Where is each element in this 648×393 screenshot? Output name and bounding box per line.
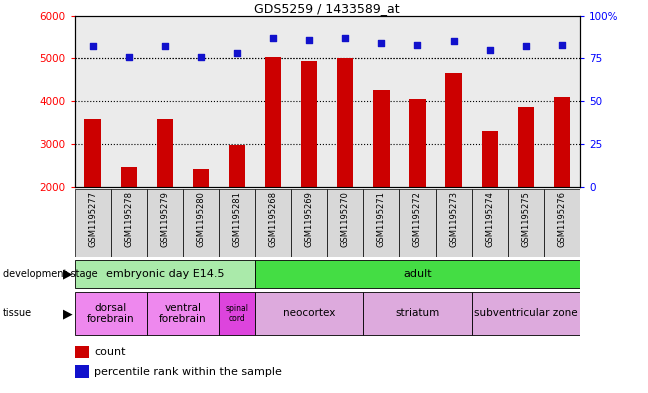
Text: embryonic day E14.5: embryonic day E14.5 [106, 269, 224, 279]
Text: ▶: ▶ [63, 268, 73, 281]
Bar [291, 16, 327, 187]
Point [376, 40, 387, 46]
Text: GSM1195269: GSM1195269 [305, 191, 314, 246]
Bar [327, 16, 364, 187]
Text: ventral
forebrain: ventral forebrain [159, 303, 207, 324]
Text: neocortex: neocortex [283, 309, 336, 318]
Point [304, 37, 314, 43]
Bar [472, 189, 508, 257]
Text: GSM1195278: GSM1195278 [124, 191, 133, 247]
Point [412, 42, 422, 48]
Bar [255, 189, 291, 257]
Text: subventricular zone: subventricular zone [474, 309, 577, 318]
Bar [481, 131, 498, 187]
Bar [146, 292, 219, 335]
Bar [229, 145, 245, 187]
Text: GSM1195268: GSM1195268 [268, 191, 277, 247]
Bar [301, 61, 318, 187]
Point [196, 53, 206, 60]
Bar [291, 189, 327, 257]
Bar [373, 90, 389, 187]
Bar [192, 169, 209, 187]
Point [232, 50, 242, 57]
Bar [111, 189, 146, 257]
Text: percentile rank within the sample: percentile rank within the sample [94, 367, 282, 377]
Bar [146, 16, 183, 187]
Point [124, 53, 134, 60]
Bar [508, 189, 544, 257]
Bar [518, 107, 534, 187]
Bar [219, 189, 255, 257]
Bar [183, 189, 219, 257]
Bar [255, 260, 580, 288]
Text: dorsal
forebrain: dorsal forebrain [87, 303, 134, 324]
Bar [255, 292, 364, 335]
Text: adult: adult [403, 269, 432, 279]
Point [485, 47, 495, 53]
Bar [111, 16, 146, 187]
Point [87, 43, 98, 50]
Bar [146, 189, 183, 257]
Text: GSM1195280: GSM1195280 [196, 191, 205, 246]
Bar [364, 189, 399, 257]
Bar [157, 119, 173, 187]
Bar [445, 73, 462, 187]
Bar [364, 292, 472, 335]
Bar [472, 292, 580, 335]
Bar [75, 260, 255, 288]
Text: ▶: ▶ [63, 307, 73, 320]
Bar [435, 189, 472, 257]
Text: striatum: striatum [395, 309, 439, 318]
Bar [327, 189, 364, 257]
Bar [75, 292, 146, 335]
Text: tissue: tissue [3, 309, 32, 318]
Bar [508, 16, 544, 187]
Point [340, 35, 351, 41]
Text: spinal
cord: spinal cord [226, 304, 248, 323]
Point [557, 42, 567, 48]
Text: count: count [94, 347, 126, 357]
Text: GSM1195272: GSM1195272 [413, 191, 422, 246]
Text: GSM1195274: GSM1195274 [485, 191, 494, 246]
Text: GSM1195273: GSM1195273 [449, 191, 458, 247]
Point [268, 35, 278, 41]
Bar [75, 189, 111, 257]
Bar [265, 57, 281, 187]
Title: GDS5259 / 1433589_at: GDS5259 / 1433589_at [255, 2, 400, 15]
Bar [255, 16, 291, 187]
Text: GSM1195279: GSM1195279 [160, 191, 169, 246]
Bar [121, 167, 137, 187]
Bar [84, 119, 100, 187]
Bar [337, 58, 353, 187]
Text: GSM1195281: GSM1195281 [233, 191, 242, 246]
Point [520, 43, 531, 50]
Bar [435, 16, 472, 187]
Bar [364, 16, 399, 187]
Bar [219, 16, 255, 187]
Text: GSM1195271: GSM1195271 [377, 191, 386, 246]
Bar [219, 292, 255, 335]
Bar [554, 97, 570, 187]
Text: GSM1195276: GSM1195276 [557, 191, 566, 247]
Text: development stage: development stage [3, 269, 98, 279]
Text: GSM1195277: GSM1195277 [88, 191, 97, 247]
Text: GSM1195270: GSM1195270 [341, 191, 350, 246]
Point [159, 43, 170, 50]
Bar [410, 99, 426, 187]
Bar [75, 365, 89, 378]
Bar [75, 16, 111, 187]
Bar [472, 16, 508, 187]
Point [448, 38, 459, 44]
Bar [544, 16, 580, 187]
Bar [399, 189, 435, 257]
Bar [183, 16, 219, 187]
Bar [544, 189, 580, 257]
Text: GSM1195275: GSM1195275 [521, 191, 530, 246]
Bar [399, 16, 435, 187]
Bar [75, 346, 89, 358]
